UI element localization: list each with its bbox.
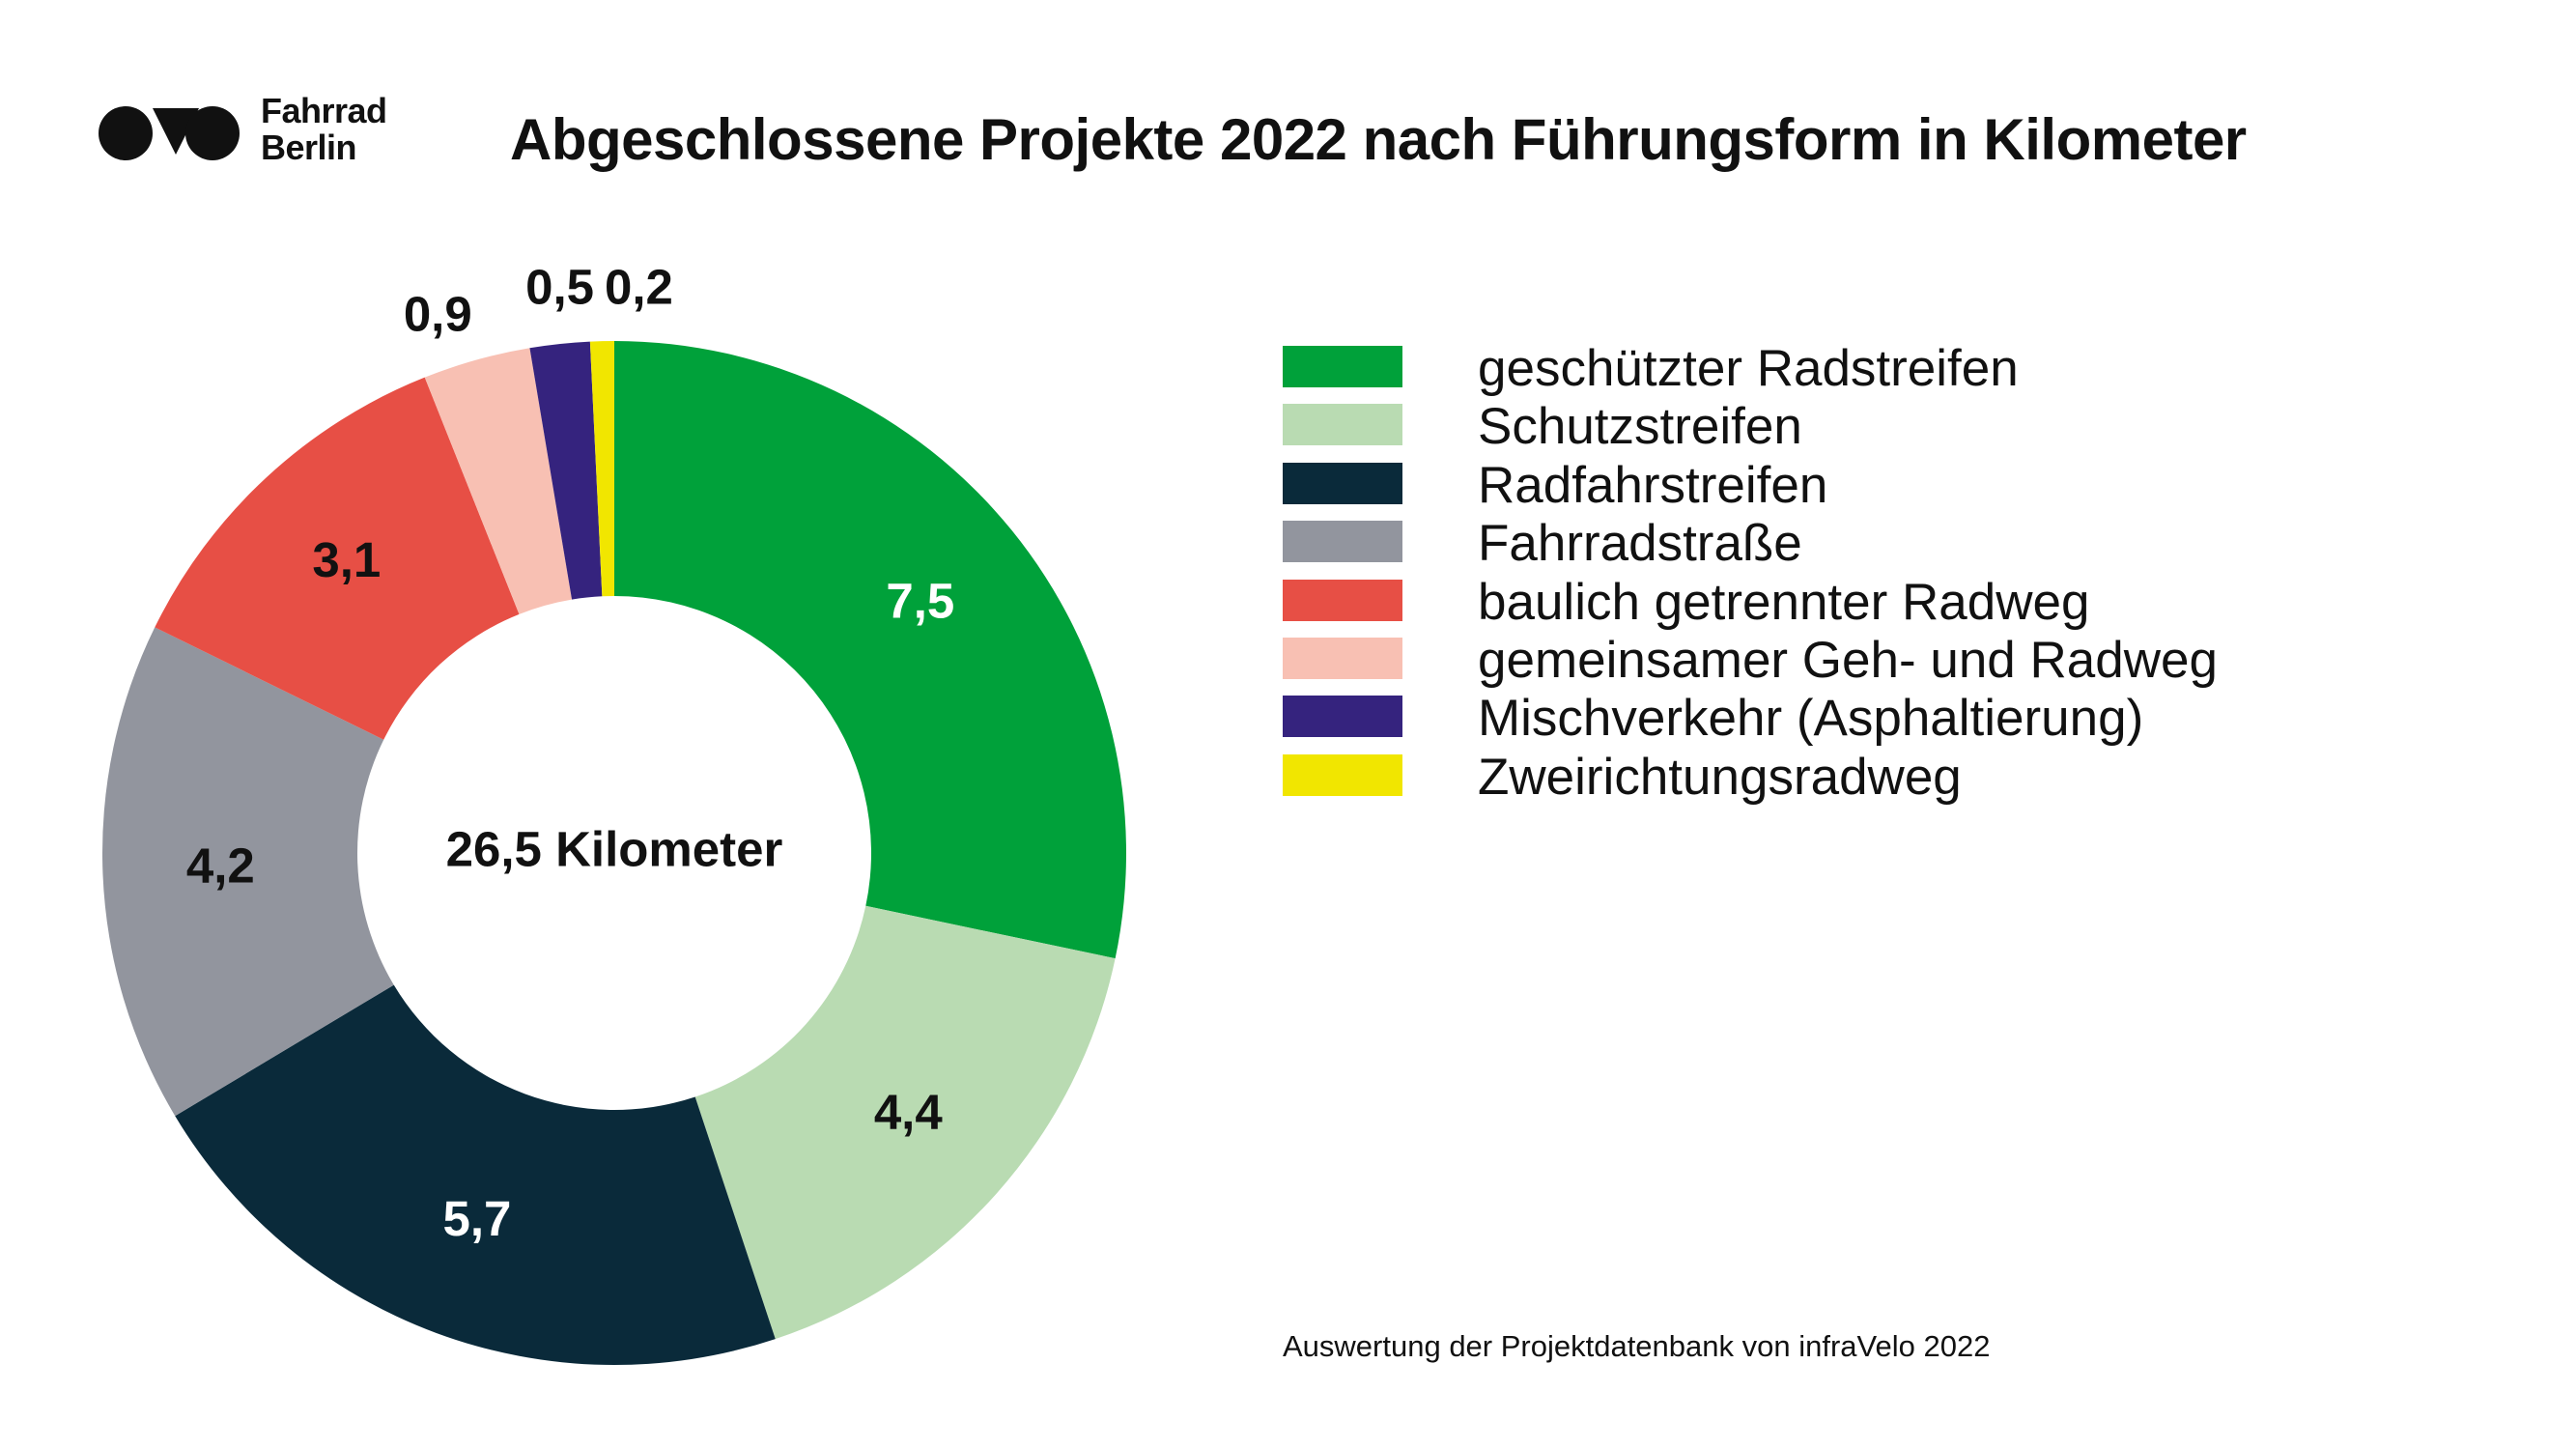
- slice-zweirichtungsradweg: [589, 341, 614, 597]
- legend-swatch: [1283, 462, 1402, 504]
- legend-swatch: [1283, 521, 1402, 563]
- source-note: Auswertung der Projektdatenbank von infr…: [1283, 1329, 1991, 1363]
- legend-label: gemeinsamer Geh- und Radweg: [1478, 631, 2218, 689]
- slice-radfahrstreifen: [175, 984, 776, 1365]
- slice-label-gemeinsamer-geh-und-radweg: 0,9: [404, 286, 472, 341]
- slice-labels-group: 7,5 4,4 5,7 4,2 3,1 0,9 0,5 0,2: [186, 259, 954, 1245]
- logo-mark-icon: [99, 106, 240, 160]
- legend-swatch: [1283, 404, 1402, 446]
- legend-swatch: [1283, 753, 1402, 796]
- legend-swatch: [1283, 346, 1402, 387]
- logo-text: Fahrrad Berlin: [261, 93, 387, 166]
- slice-mischverkehr-asphaltierung: [529, 341, 603, 600]
- slice-geschuetzter-radstreifen: [614, 341, 1126, 959]
- legend-label: Schutzstreifen: [1478, 398, 1802, 456]
- slice-baulich-getrennter-radweg: [155, 377, 520, 740]
- slice-label-radfahrstreifen: 5,7: [442, 1191, 511, 1246]
- slice-label-geschuetzter-radstreifen: 7,5: [886, 573, 954, 628]
- fahrrad-berlin-logo: Fahrrad Berlin: [97, 93, 415, 170]
- slice-label-schutzstreifen: 4,4: [874, 1084, 944, 1139]
- slice-label-baulich-getrennter-radweg: 3,1: [312, 532, 381, 587]
- donut-chart: 7,5 4,4 5,7 4,2 3,1 0,9 0,5 0,2 26,5 Kilometer: [101, 259, 1126, 1365]
- slice-label-zweirichtungsradweg: 0,2: [605, 259, 673, 314]
- slice-gemeinsamer-geh-und-radweg: [424, 348, 573, 614]
- legend-label: Zweirichtungsradweg: [1478, 748, 1962, 806]
- legend-label: Mischverkehr (Asphaltierung): [1478, 690, 2144, 748]
- slice-label-mischverkehr-asphaltierung: 0,5: [525, 259, 594, 314]
- legend-label: baulich getrennter Radweg: [1478, 573, 2090, 631]
- chart-title: Abgeschlossene Projekte 2022 nach Führun…: [510, 107, 2247, 172]
- slice-label-fahrradstrasse: 4,2: [186, 838, 255, 893]
- logo-line-2: Berlin: [261, 128, 357, 167]
- legend-swatch: [1283, 579, 1402, 621]
- legend-label: Fahrradstraße: [1478, 515, 1802, 573]
- legend-label: geschützter Radstreifen: [1478, 340, 2019, 397]
- slice-fahrradstrasse: [101, 627, 394, 1117]
- slices-group: [101, 341, 1126, 1365]
- legend-swatch: [1283, 637, 1402, 679]
- legend-label: Radfahrstreifen: [1478, 456, 1828, 514]
- logo-line-1: Fahrrad: [261, 91, 387, 130]
- slice-schutzstreifen: [694, 905, 1116, 1340]
- legend-swatch: [1283, 696, 1402, 738]
- center-total-label: 26,5 Kilometer: [446, 821, 783, 876]
